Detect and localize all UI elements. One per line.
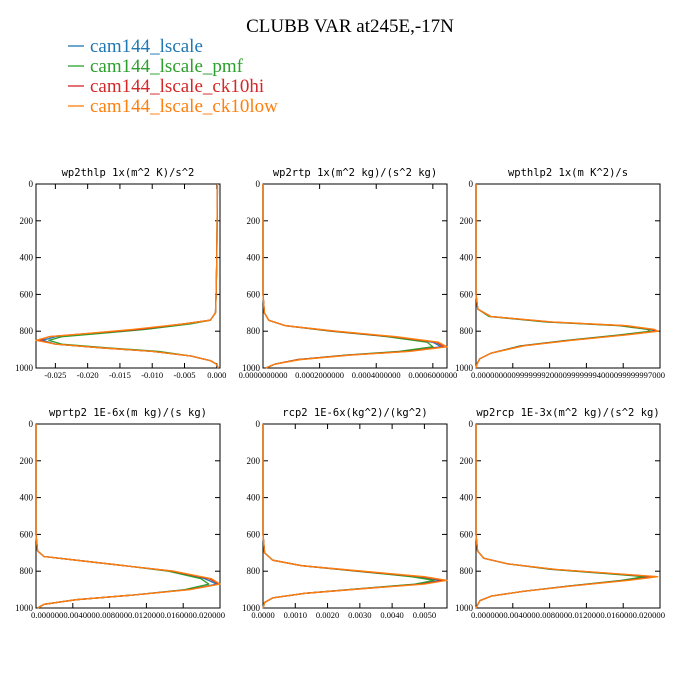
legend-entry: cam144_lscale_ck10hi	[90, 76, 264, 97]
y-tick-label: 0	[469, 179, 474, 189]
x-tick-label: 0.0000000000	[239, 370, 288, 380]
x-tick-label: 0.0040	[380, 610, 403, 620]
y-tick-label: 200	[20, 216, 34, 226]
y-tick-label: 600	[247, 529, 261, 539]
y-tick-label: 1000	[15, 603, 34, 613]
chart-panel: wp2thlp 1x(m^2 K)/s^2 0 200 400 600 800 1000 -0…	[15, 167, 226, 380]
y-tick-label: 400	[247, 493, 261, 503]
panel-title: wpthlp2 1x(m K^2)/s	[508, 167, 628, 179]
x-tick-label: 0.000	[207, 370, 226, 380]
y-tick-label: 0	[469, 419, 474, 429]
x-tick-label: 0.0050	[413, 610, 436, 620]
y-tick-label: 400	[20, 253, 34, 263]
x-tick-label: 0.0000	[251, 610, 274, 620]
chart-panel: wp2rcp 1E-3x(m^2 kg)/(s^2 kg)0 200 400 600 8…	[455, 407, 665, 620]
x-tick-labels: 0.0000000.0040000.0080000.0120000.016000…	[471, 610, 665, 620]
series-line	[475, 184, 659, 369]
y-tick-label: 800	[20, 566, 34, 576]
y-tick-label: 800	[20, 326, 34, 336]
y-tick-label: 800	[460, 566, 474, 576]
legend: cam144_lscalecam144_lscale_pmfcam144_lsc…	[68, 36, 278, 117]
x-tick-label: 0.0006000000	[408, 370, 457, 380]
x-tick-label: -0.020	[77, 370, 99, 380]
y-tick-label: 800	[460, 326, 474, 336]
y-tick-label: 600	[20, 529, 34, 539]
x-tick-labels: 0.0000000.0040000.0080000.0120000.016000…	[31, 610, 225, 620]
y-tick-label: 200	[247, 456, 261, 466]
y-tick-label: 800	[247, 566, 261, 576]
y-tick-label: 600	[460, 529, 474, 539]
y-tick-label: 0	[29, 179, 34, 189]
x-tick-label: -0.010	[141, 370, 163, 380]
y-tick-label: 200	[460, 216, 474, 226]
x-tick-label: 0.0030	[348, 610, 371, 620]
y-tick-label: 1000	[242, 363, 261, 373]
y-tick-label: 200	[247, 216, 261, 226]
chart-panel: rcp2 1E-6x(kg^2)/(kg^2) 0 200 400 600 800 1000…	[242, 407, 448, 620]
y-tick-label: 600	[20, 289, 34, 299]
x-tick-label: -0.025	[44, 370, 66, 380]
series-line	[35, 424, 221, 609]
y-tick-label: 0	[256, 419, 261, 429]
chart-panel: wpthlp2 1x(m K^2)/s 0 200 400 600 800 10000.00…	[455, 167, 665, 380]
y-tick-label: 0	[29, 419, 34, 429]
series-line	[262, 184, 448, 369]
y-tick-label: 600	[460, 289, 474, 299]
chart-panel: wprtp2 1E-6x(m kg)/(s kg) 0 200 400 600 800 10…	[15, 407, 225, 620]
y-tick-label: 1000	[242, 603, 261, 613]
series-line	[35, 184, 219, 369]
y-tick-label: 400	[460, 493, 474, 503]
legend-entry: cam144_lscale_ck10low	[90, 96, 278, 117]
panels: wp2thlp 1x(m^2 K)/s^2 0 200 400 600 800 1000 -0…	[15, 167, 665, 620]
x-tick-label: 0.0004000000	[352, 370, 401, 380]
x-tick-label: 0.0010	[284, 610, 307, 620]
panel-title: wprtp2 1E-6x(m kg)/(s kg)	[49, 407, 207, 419]
y-tick-label: 400	[460, 253, 474, 263]
y-tick-label: 200	[20, 456, 34, 466]
page-title: CLUBB VAR at245E,-17N	[246, 16, 454, 37]
legend-entry: cam144_lscale_pmf	[90, 56, 244, 77]
y-tick-label: 1000	[455, 603, 474, 613]
legend-entry: cam144_lscale	[90, 36, 203, 57]
x-tick-label: 0.0002000000	[295, 370, 344, 380]
y-tick-label: 600	[247, 289, 261, 299]
x-tick-label: -0.015	[109, 370, 131, 380]
y-tick-label: 400	[20, 493, 34, 503]
y-tick-label: 0	[256, 179, 261, 189]
panel-title: wp2rcp 1E-3x(m^2 kg)/(s^2 kg)	[476, 407, 659, 419]
x-tick-label: 0.0020	[316, 610, 339, 620]
y-tick-label: 200	[460, 456, 474, 466]
y-tick-label: 800	[247, 326, 261, 336]
panel-title: rcp2 1E-6x(kg^2)/(kg^2)	[282, 407, 427, 419]
series-line	[475, 424, 659, 609]
panel-title: wp2thlp 1x(m^2 K)/s^2	[62, 167, 195, 179]
y-tick-label: 1000	[455, 363, 474, 373]
panel-title: wp2rtp 1x(m^2 kg)/(s^2 kg)	[273, 167, 437, 179]
series-line	[262, 424, 448, 609]
x-tick-label: -0.005	[174, 370, 196, 380]
y-tick-label: 400	[247, 253, 261, 263]
plot-frame	[35, 183, 221, 369]
chart-panel: wp2rtp 1x(m^2 kg)/(s^2 kg) 0 200 400 600 800 1…	[239, 167, 458, 380]
x-tick-labels: 0.00000000099999992000099999994000099999…	[471, 370, 665, 380]
y-tick-label: 1000	[15, 363, 34, 373]
